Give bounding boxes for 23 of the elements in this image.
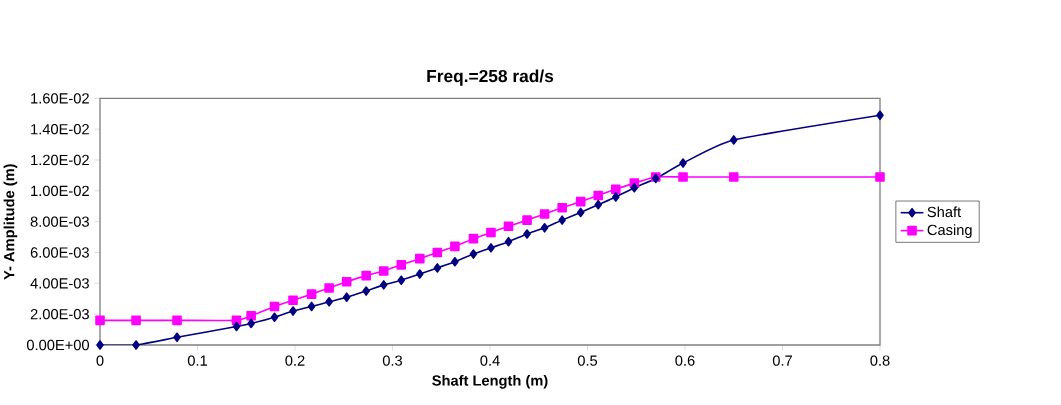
- y-tick-label: 0.00E+00: [26, 339, 90, 351]
- y-tick-label: 1.40E-02: [31, 123, 89, 135]
- x-tick-label: 0.2: [285, 355, 305, 366]
- legend-label: Shaft: [927, 206, 962, 218]
- x-axis-title: Shaft Length (m): [432, 374, 548, 389]
- y-tick-label: 4.00E-03: [30, 278, 89, 289]
- x-tick-label: 0.3: [382, 355, 403, 366]
- legend-label: Casing: [927, 224, 972, 238]
- x-tick-label: 0.1: [187, 355, 207, 366]
- x-tick-label: 0.6: [675, 355, 695, 366]
- x-tick-label: 0.4: [480, 355, 500, 366]
- x-tick-label: 0: [96, 355, 104, 366]
- x-tick-label: 0.7: [772, 355, 792, 366]
- y-tick-label: 8.00E-03: [30, 216, 89, 227]
- y-tick-label: 1.00E-02: [31, 185, 89, 197]
- y-tick-label: 6.00E-03: [30, 247, 89, 258]
- x-tick-label: 0.8: [870, 355, 890, 366]
- x-tick-label: 0.5: [577, 355, 598, 366]
- chart-title: Freq.=258 rad/s: [427, 69, 554, 86]
- y-axis-title: Y- Amplitude (m): [3, 164, 18, 280]
- y-tick-label: 2.00E-03: [30, 308, 89, 320]
- y-tick-label: 1.60E-02: [31, 93, 89, 104]
- y-tick-label: 1.20E-02: [31, 154, 89, 166]
